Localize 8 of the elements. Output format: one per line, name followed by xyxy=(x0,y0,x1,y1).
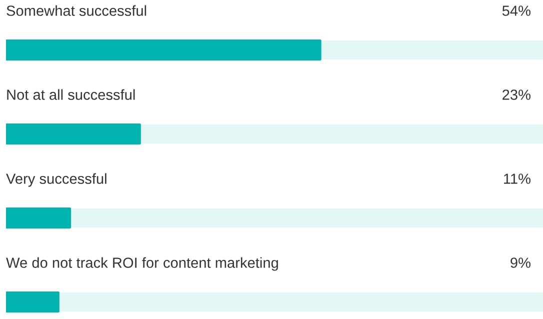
y-tick-label: Somewhat successful xyxy=(6,5,146,16)
data-label: 11% xyxy=(504,174,530,184)
data-label: 54% xyxy=(502,6,530,16)
y-tick-label: Not at all successful xyxy=(7,89,135,100)
data-label: 23% xyxy=(502,90,530,100)
y-tick-label: Very successful xyxy=(6,173,106,187)
data-label: 9% xyxy=(510,258,530,268)
y-tick-label: We do not track ROI for content marketing xyxy=(6,257,278,271)
